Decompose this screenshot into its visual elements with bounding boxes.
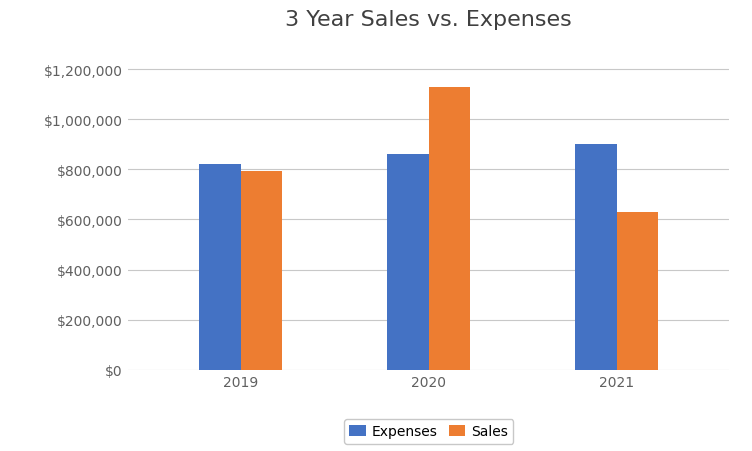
Bar — [617, 212, 658, 370]
Bar — [575, 145, 617, 370]
Title: 3 Year Sales vs. Expenses: 3 Year Sales vs. Expenses — [285, 10, 572, 30]
Bar — [387, 155, 429, 370]
Bar — [199, 165, 241, 370]
Bar — [241, 171, 282, 370]
Bar — [429, 87, 470, 370]
Legend: Expenses, Sales: Expenses, Sales — [344, 419, 514, 444]
